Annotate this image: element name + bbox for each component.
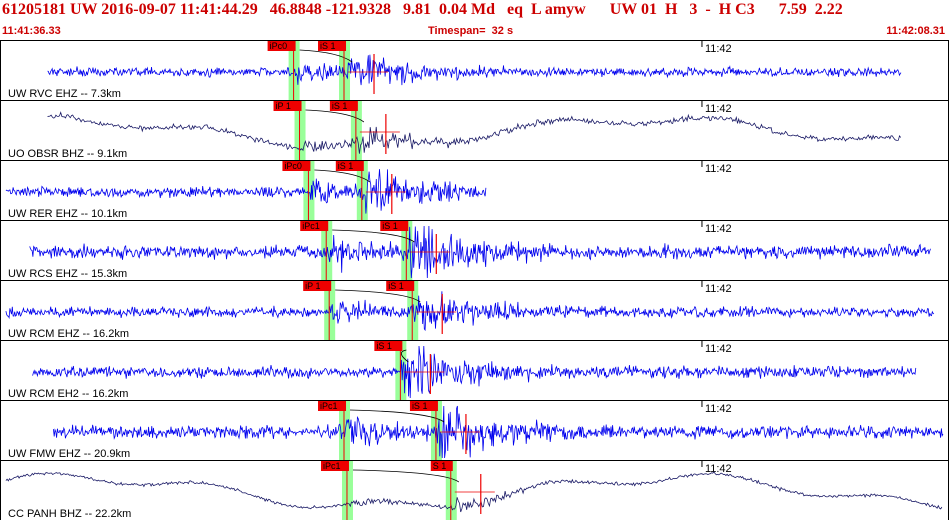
waveform-trace (5, 471, 943, 513)
panel-border (0, 400, 949, 461)
pick-label: iS 1 (332, 101, 348, 111)
pick-label: iPc1 (320, 401, 338, 411)
waveform-trace (53, 405, 944, 459)
coda-curve (350, 409, 445, 423)
station-label: UW RER EHZ -- 10.1km (8, 208, 127, 220)
event-title: 61205181 UW 2016-09-07 11:41:44.29 46.88… (2, 1, 843, 18)
station-label: UW RCS EHZ -- 15.3km (8, 268, 127, 280)
pick-box (386, 281, 415, 291)
trace-panel: 11:42 iP 1 iS 1 UW RCM EHZ -- 16.2km (0, 280, 949, 341)
minute-label: 11:42 (705, 463, 732, 475)
pick-label: iP 1 (276, 101, 291, 111)
station-label: UW FMW EHZ -- 20.9km (8, 448, 130, 460)
pick-label: iPc0 (270, 41, 288, 51)
pick-box (318, 401, 347, 411)
station-label: UO OBSR BHZ -- 9.1km (8, 148, 127, 160)
station-label: CC PANH BHZ -- 22.2km (8, 508, 131, 520)
coda-curve (299, 49, 353, 63)
station-label: UW RCM EHZ -- 16.2km (8, 328, 129, 340)
pick-box (267, 41, 296, 51)
pick-label: iS 1 (388, 281, 404, 291)
pick-label: iPc1 (302, 221, 320, 231)
pick-label: S 1 (433, 461, 447, 471)
pick-label: iS 1 (320, 41, 336, 51)
minute-label: 11:42 (705, 343, 732, 355)
pick-label: iS 1 (376, 341, 392, 351)
panel-border (0, 460, 949, 520)
pick-box (430, 461, 453, 471)
timespan-label: Timespan= 32 s (428, 25, 514, 37)
pick-box (300, 221, 329, 231)
coda-curve (335, 289, 421, 303)
pick-box (335, 161, 364, 171)
trace-panel: 11:42 iS 1 UW RCM EH2 -- 16.2km (0, 340, 949, 401)
pick-label: iS 1 (338, 161, 354, 171)
waveform-trace (5, 291, 935, 332)
coda-curve (352, 469, 460, 483)
seismogram-plot[interactable]: 11:42 iPc0 iS 1 UW RVC EHZ -- 7.3km 11:42 iP … (0, 40, 949, 520)
trace-panel: 11:42 iPc1 S 1 CC PANH BHZ -- 22.2km (0, 460, 949, 520)
minute-label: 11:42 (705, 403, 732, 415)
pick-label: iS 1 (382, 221, 398, 231)
pick-box (273, 101, 302, 111)
pick-label: iP 1 (305, 281, 320, 291)
waveform-trace (47, 54, 902, 86)
waveform-trace (32, 345, 917, 399)
event-header: 61205181 UW 2016-09-07 11:41:44.29 46.88… (0, 0, 949, 40)
pick-box (329, 101, 358, 111)
pick-box (409, 401, 438, 411)
pick-box (303, 281, 332, 291)
minute-label: 11:42 (705, 283, 732, 295)
pick-label: iPc1 (323, 461, 341, 471)
coda-curve (305, 109, 365, 123)
waveform-trace (47, 111, 902, 154)
trace-panel: 11:42 iPc0 iS 1 UW RER EHZ -- 10.1km (0, 160, 949, 221)
pick-box (380, 221, 409, 231)
coda-curve (400, 349, 409, 363)
pick-label: iPc0 (284, 161, 302, 171)
minute-label: 11:42 (705, 163, 732, 175)
trace-panel: 11:42 iP 1 iS 1 UO OBSR BHZ -- 9.1km (0, 100, 949, 161)
trace-panel: 11:42 iPc0 iS 1 UW RVC EHZ -- 7.3km (0, 40, 949, 101)
minute-label: 11:42 (705, 43, 732, 55)
pick-box (282, 161, 311, 171)
pick-box (374, 341, 403, 351)
trace-panel: 11:42 iPc1 iS 1 UW RCS EHZ -- 15.3km (0, 220, 949, 281)
end-time-label: 11:42:08.31 (886, 25, 945, 37)
coda-curve (314, 169, 371, 183)
pick-box (318, 41, 347, 51)
coda-curve (332, 229, 415, 243)
start-time-label: 11:41:36.33 (2, 25, 61, 37)
pick-box (320, 461, 349, 471)
waveform-trace (29, 225, 931, 279)
station-label: UW RVC EHZ -- 7.3km (8, 88, 121, 100)
station-label: UW RCM EH2 -- 16.2km (8, 388, 128, 400)
pick-label: iS 1 (412, 401, 428, 411)
waveform-trace (5, 169, 487, 214)
minute-label: 11:42 (705, 223, 732, 235)
minute-label: 11:42 (705, 103, 732, 115)
trace-panel: 11:42 iPc1 iS 1 UW FMW EHZ -- 20.9km (0, 400, 949, 461)
